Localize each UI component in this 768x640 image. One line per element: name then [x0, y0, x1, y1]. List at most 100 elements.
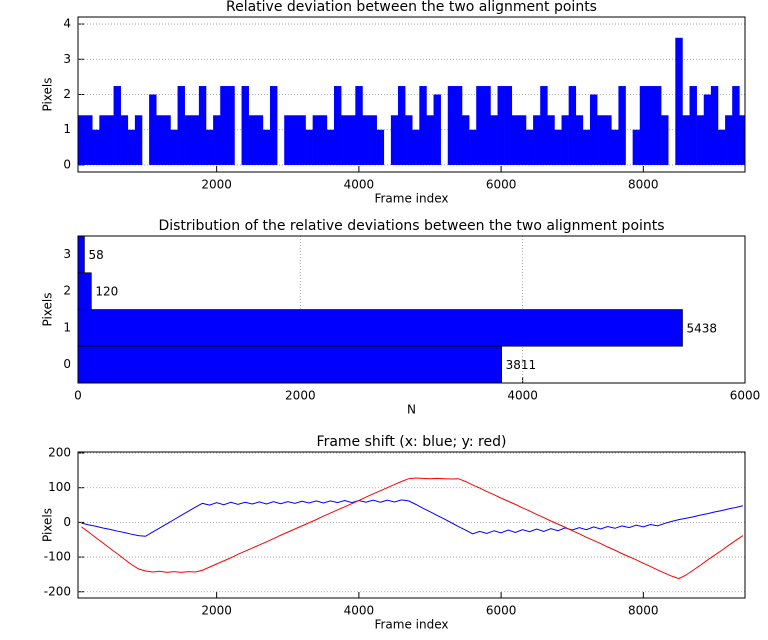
axes-frame — [77, 235, 746, 384]
bar — [305, 129, 313, 165]
bar — [469, 129, 477, 165]
bar — [518, 115, 527, 165]
series-line — [81, 499, 743, 537]
bar — [170, 129, 178, 165]
bar — [653, 86, 662, 165]
axes-frame — [77, 451, 746, 599]
y-tick-label: 3 — [63, 247, 71, 261]
panel: Distribution of the relative deviations … — [41, 218, 761, 417]
x-tick-label: 8000 — [628, 604, 659, 618]
bar — [134, 115, 143, 165]
y-tick-label: 4 — [63, 17, 71, 31]
bar — [78, 309, 683, 347]
bar — [476, 86, 484, 165]
x-tick-label: 0 — [74, 389, 82, 403]
bar — [504, 86, 513, 165]
y-tick-label: 3 — [63, 52, 71, 66]
bar — [390, 115, 399, 165]
chart-title: Frame shift (x: blue; y: red) — [317, 434, 507, 450]
bar-value-label: 120 — [95, 285, 118, 299]
y-axis-label: Pixels — [41, 292, 55, 326]
bar — [561, 115, 569, 165]
bar — [120, 115, 129, 165]
bar — [547, 115, 555, 165]
bar — [604, 115, 612, 165]
bar — [426, 115, 434, 165]
x-tick-label: 6000 — [486, 604, 517, 618]
bar — [262, 129, 271, 165]
bar — [568, 86, 577, 165]
bar — [597, 115, 605, 165]
bar — [689, 86, 697, 165]
bar — [213, 115, 221, 165]
axes-frame — [77, 16, 746, 173]
y-tick-label: 0 — [63, 157, 71, 171]
bar — [554, 129, 562, 165]
bar — [298, 115, 306, 165]
chart-title: Relative deviation between the two align… — [226, 0, 597, 15]
bar — [639, 86, 648, 165]
bar — [369, 115, 377, 165]
bar — [191, 115, 200, 165]
plot-area — [78, 236, 683, 383]
y-tick-label: 0 — [63, 357, 71, 371]
bar — [589, 94, 598, 165]
bar — [454, 86, 463, 165]
bar — [497, 86, 505, 165]
bar — [341, 115, 349, 165]
plot-area — [78, 37, 745, 165]
y-tick-label: 2 — [63, 87, 71, 101]
bar — [525, 129, 534, 165]
x-axis-label: N — [407, 403, 416, 417]
bar — [355, 86, 363, 165]
bar — [710, 86, 719, 165]
y-tick-label: 1 — [63, 122, 71, 136]
y-tick-label: 200 — [48, 446, 71, 460]
bar — [618, 86, 626, 165]
bar — [582, 129, 591, 165]
bar — [227, 86, 235, 165]
bar — [348, 115, 356, 165]
bar — [99, 115, 107, 165]
bar — [284, 115, 292, 165]
y-tick-label: -100 — [44, 550, 71, 564]
bar — [419, 86, 427, 165]
bar — [248, 115, 257, 165]
bar — [177, 86, 185, 165]
chart-title: Distribution of the relative deviations … — [158, 218, 664, 234]
x-tick-label: 4000 — [507, 389, 538, 403]
bar — [405, 115, 413, 165]
bar — [78, 115, 86, 165]
bar — [127, 129, 136, 165]
series-line — [81, 477, 744, 580]
bar — [511, 115, 520, 165]
bar — [255, 115, 264, 165]
bar-value-label: 3811 — [506, 358, 537, 372]
bar — [461, 115, 470, 165]
bar — [92, 129, 100, 165]
bar — [490, 115, 498, 165]
bar — [205, 129, 214, 165]
y-tick-label: 2 — [63, 284, 71, 298]
bar — [533, 115, 541, 165]
bar — [739, 115, 745, 165]
bar — [326, 129, 335, 165]
bar-value-label: 58 — [88, 248, 103, 262]
bar-value-label: 5438 — [687, 321, 718, 335]
bar — [291, 115, 299, 165]
bar — [184, 115, 193, 165]
bar — [362, 115, 370, 165]
x-tick-label: 2000 — [285, 389, 316, 403]
panel: Frame shift (x: blue; y: red) Frame index… — [41, 434, 746, 632]
bar — [319, 115, 328, 165]
bar — [376, 129, 385, 165]
bar — [149, 94, 157, 165]
bar — [106, 115, 114, 165]
x-tick-label: 6000 — [486, 178, 517, 192]
x-tick-label: 2000 — [201, 178, 232, 192]
y-tick-label: 0 — [63, 515, 71, 529]
bar — [632, 129, 641, 165]
y-tick-label: 100 — [48, 480, 71, 494]
